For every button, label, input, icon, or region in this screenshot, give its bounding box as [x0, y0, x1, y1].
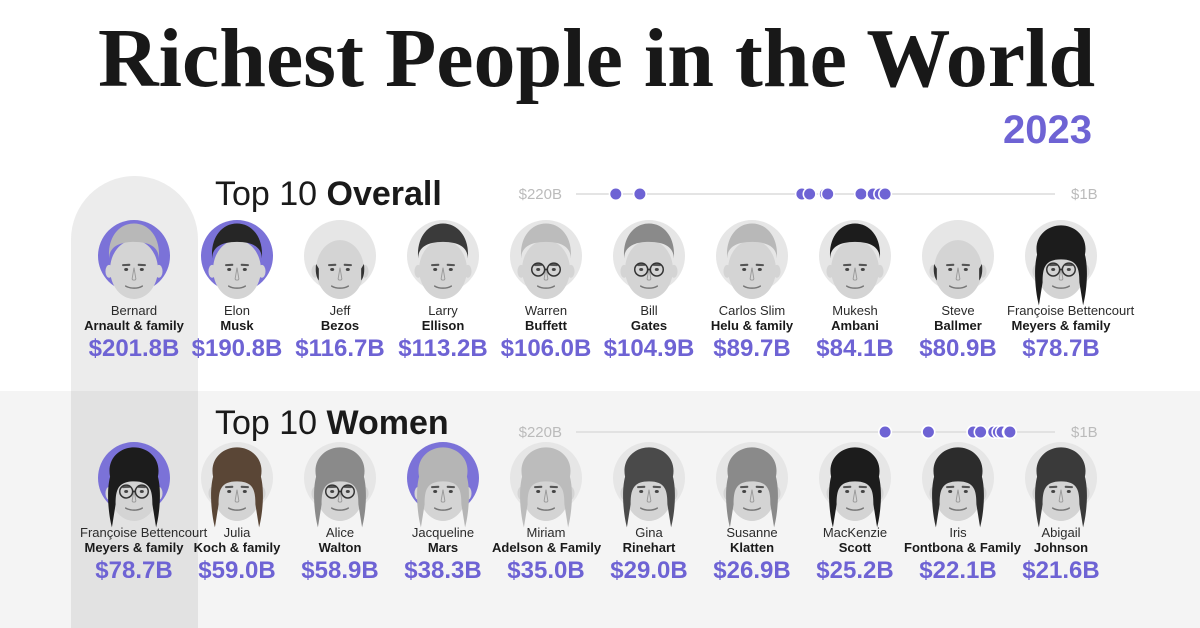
svg-text:$1B: $1B: [1071, 424, 1098, 441]
svg-text:$220B: $220B: [519, 186, 562, 203]
svg-text:$220B: $220B: [519, 424, 562, 441]
svg-text:$1B: $1B: [1071, 186, 1098, 203]
